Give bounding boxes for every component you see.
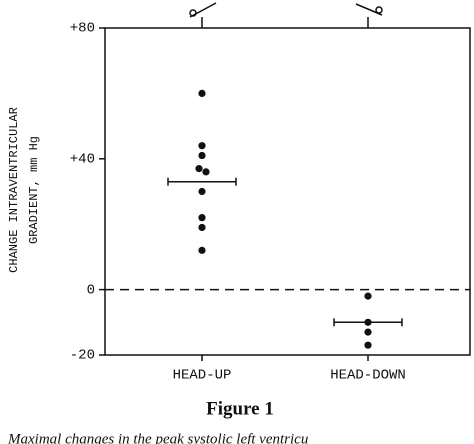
data-point (364, 328, 372, 336)
y-axis-label: GRADIENT, mm Hg (27, 136, 41, 244)
data-point (202, 168, 210, 176)
data-point (198, 142, 206, 150)
caption-note: Maximal changes in the peak systolic lef… (7, 431, 308, 444)
x-tick-label: HEAD-DOWN (330, 368, 406, 384)
y-tick-label: +80 (70, 21, 95, 37)
head-down-icon (355, 3, 383, 28)
data-point (364, 292, 372, 300)
head-up-icon (189, 2, 217, 28)
y-axis-label: CHANGE INTRAVENTRICULAR (7, 107, 21, 273)
y-tick-label: +40 (70, 152, 95, 168)
data-point (195, 165, 203, 173)
data-point (198, 246, 206, 254)
data-point (198, 187, 206, 196)
data-point (198, 89, 206, 97)
y-tick-label: -20 (70, 348, 95, 364)
data-point (198, 223, 206, 232)
caption: Figure 1 (206, 398, 274, 419)
data-point (198, 214, 206, 222)
plot-frame (104, 27, 471, 356)
y-tick-label: 0 (87, 282, 95, 298)
data-point (198, 151, 206, 160)
data-point (364, 341, 372, 349)
x-tick-label: HEAD-UP (173, 368, 232, 384)
